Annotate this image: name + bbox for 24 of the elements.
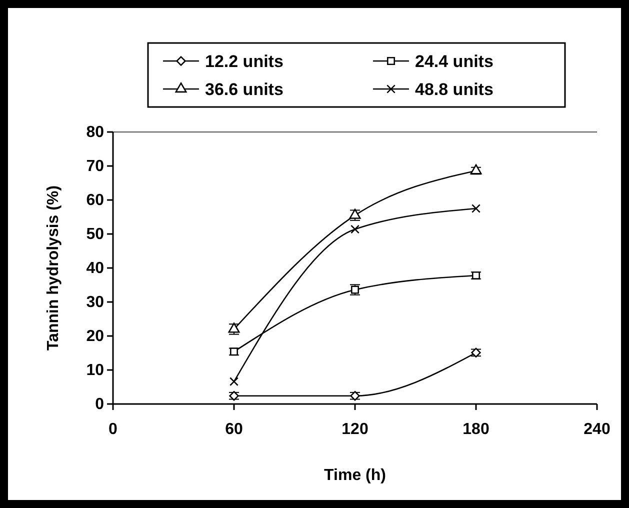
y-tick-label: 30	[86, 294, 104, 312]
legend-label: 36.6 units	[205, 80, 284, 99]
x-tick-label: 120	[342, 420, 368, 438]
point	[470, 164, 482, 174]
x-tick-label: 60	[225, 420, 243, 438]
x-tick-label: 180	[462, 420, 490, 438]
y-tick-label: 60	[86, 192, 104, 210]
y-tick-label: 80	[86, 124, 104, 142]
y-axis-title: Tannin hydrolysis (%)	[45, 185, 62, 351]
y-tick-label: 70	[86, 158, 104, 176]
y-tick-label: 0	[95, 396, 104, 414]
y-tick-label: 10	[86, 362, 104, 380]
x-tick-label: 240	[584, 420, 610, 438]
x-tick-label: 0	[108, 420, 118, 438]
y-tick-label: 20	[86, 328, 104, 346]
point	[350, 224, 360, 234]
legend-label: 12.2 units	[205, 52, 284, 71]
point	[472, 204, 480, 213]
point	[230, 377, 238, 386]
y-tick-label: 50	[86, 226, 104, 244]
legend-label: 24.4 units	[415, 52, 494, 71]
x-axis-title: Time (h)	[324, 467, 386, 484]
legend-label: 48.8 units	[415, 80, 494, 99]
y-tick-label: 40	[86, 260, 104, 278]
